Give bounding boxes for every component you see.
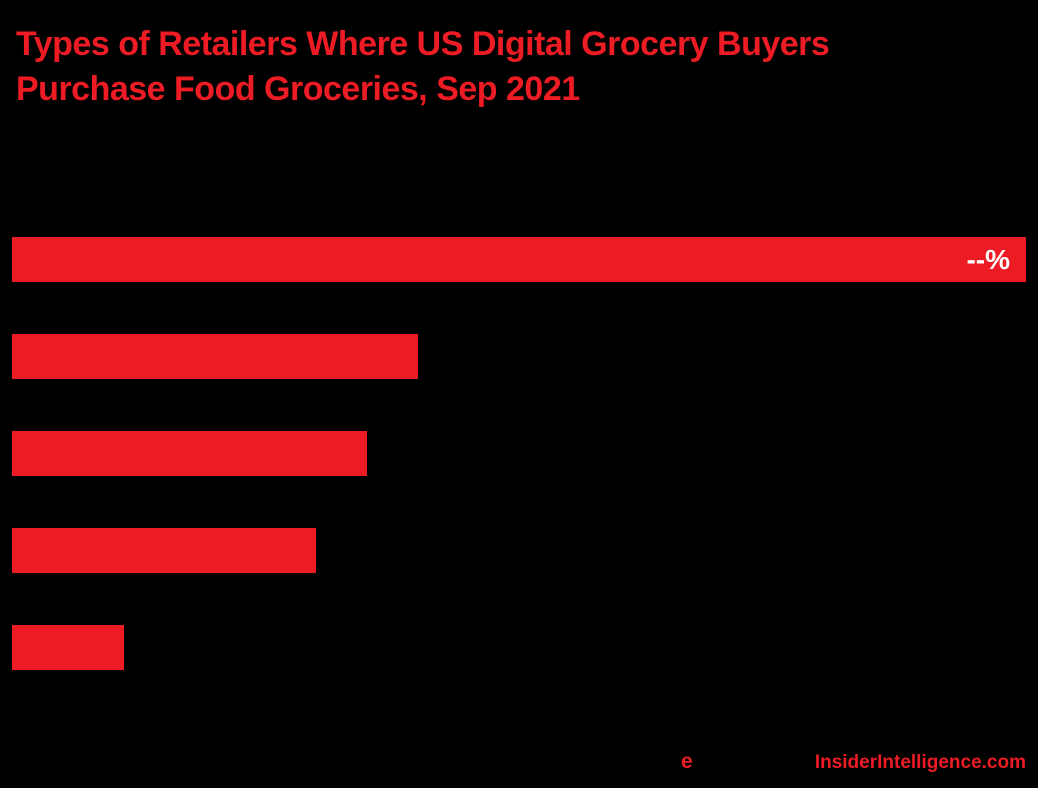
bar-row [12, 528, 1026, 573]
bar-row [12, 625, 1026, 670]
footer: e InsiderIntelligence.com [0, 750, 1026, 776]
bar-row: --% [12, 237, 1026, 282]
bar [12, 334, 418, 379]
bar [12, 431, 367, 476]
emarketer-logo-e: e [681, 750, 693, 773]
bar [12, 528, 317, 573]
bar: --% [12, 237, 1026, 282]
bar [12, 625, 124, 670]
chart-title: Types of Retailers Where US Digital Groc… [16, 25, 830, 108]
bar-row [12, 431, 1026, 476]
insider-intelligence-brand: InsiderIntelligence.com [814, 752, 1026, 773]
bar-chart: --% [12, 237, 1026, 722]
bar-value-label: --% [966, 244, 1010, 275]
bar-row [12, 334, 1026, 379]
